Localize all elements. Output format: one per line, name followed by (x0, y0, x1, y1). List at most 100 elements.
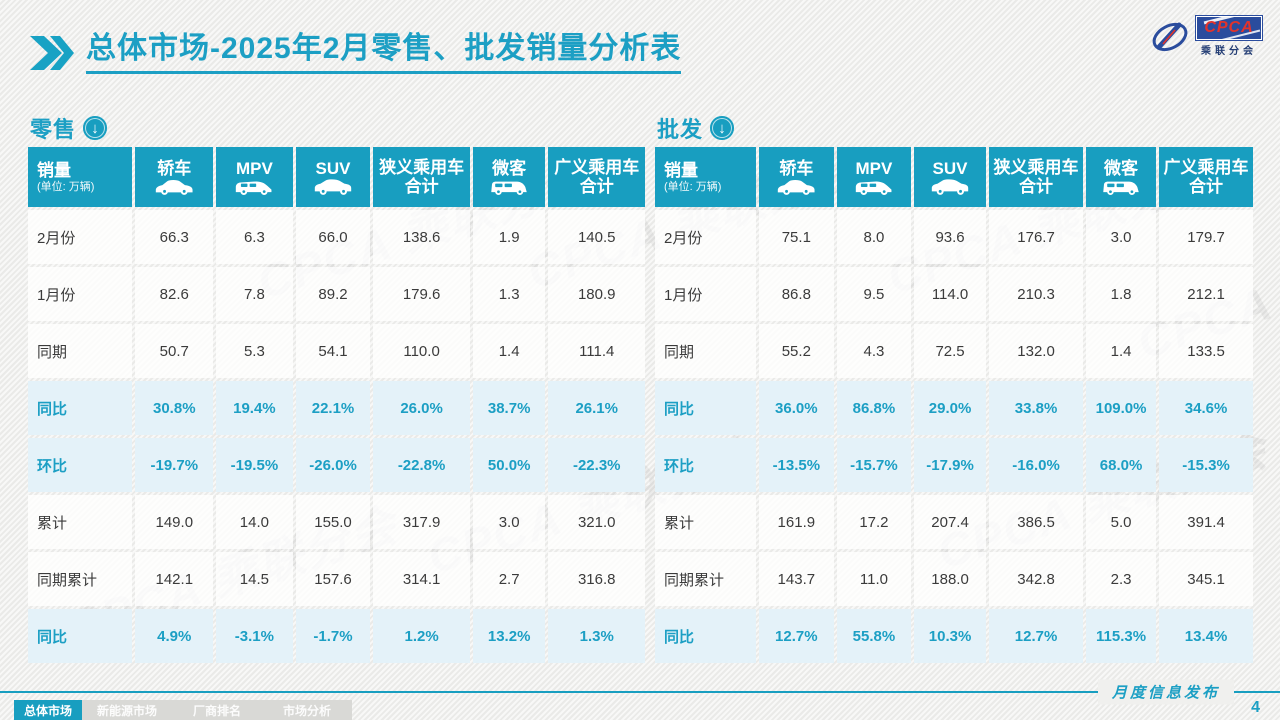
row-label: 2月份 (28, 210, 133, 264)
down-arrow-icon: ↓ (83, 116, 108, 140)
minibus-icon (487, 179, 531, 196)
data-cell: 143.7 (758, 552, 834, 606)
row-label: 累计 (655, 495, 756, 549)
cpca-logo-box: CPCA (1196, 16, 1262, 40)
data-cell: 89.2 (295, 267, 371, 321)
retail-section-head: 零售 ↓ (30, 112, 108, 144)
row-label: 2月份 (655, 210, 756, 264)
footer-tab-0[interactable]: 总体市场 (14, 700, 82, 720)
footer-tab-2[interactable]: 厂商排名 (172, 700, 262, 720)
column-header-4: 微客 (472, 147, 546, 207)
data-cell: -16.0% (989, 438, 1083, 492)
column-header-label: 轿车 (779, 158, 814, 178)
double-chevron-icon (30, 36, 74, 70)
cpca-swoosh-icon (1152, 22, 1188, 51)
column-header-1: MPV (216, 147, 293, 207)
data-cell: 17.2 (836, 495, 911, 549)
data-cell: 14.0 (216, 495, 293, 549)
page-number: 4 (1251, 699, 1260, 716)
data-cell: 1.4 (472, 324, 546, 378)
row-label: 环比 (655, 438, 756, 492)
data-cell: 1.8 (1085, 267, 1157, 321)
sedan-icon (152, 179, 196, 195)
sales-unit-header: 销量 (单位: 万辆) (655, 147, 756, 207)
column-header-label: 狭义乘用车 合计 (993, 157, 1079, 196)
data-cell: 7.8 (216, 267, 293, 321)
column-header-label: MPV (855, 158, 893, 178)
data-cell: -17.9% (913, 438, 987, 492)
row-label: 同期 (655, 324, 756, 378)
row-label: 同比 (28, 381, 133, 435)
data-cell: 5.3 (216, 324, 293, 378)
data-cell: 19.4% (216, 381, 293, 435)
column-header-3: 狭义乘用车 合计 (989, 147, 1083, 207)
data-cell: -15.7% (836, 438, 911, 492)
publication-text: 月度信息发布 (1111, 685, 1220, 702)
data-cell: 188.0 (913, 552, 987, 606)
wholesale-section-title: 批发 (657, 117, 704, 142)
data-cell: 33.8% (989, 381, 1083, 435)
data-cell: 6.3 (216, 210, 293, 264)
row-label: 同期累计 (655, 552, 756, 606)
data-cell: 316.8 (548, 552, 645, 606)
unit-label: (单位: 万辆) (37, 180, 95, 193)
data-cell: 321.0 (548, 495, 645, 549)
data-cell: 111.4 (548, 324, 645, 378)
column-header-5: 广义乘用车 合计 (1159, 147, 1253, 207)
data-cell: 114.0 (913, 267, 987, 321)
row-label: 同比 (28, 609, 133, 663)
data-cell: 342.8 (989, 552, 1083, 606)
data-cell: 4.3 (836, 324, 911, 378)
suv-icon (311, 179, 355, 195)
column-header-label: 微客 (1104, 158, 1139, 178)
data-cell: 109.0% (1085, 381, 1157, 435)
data-cell: 26.0% (373, 381, 470, 435)
data-cell: 140.5 (548, 210, 645, 264)
footer-tab-1[interactable]: 新能源市场 (82, 700, 172, 720)
page-title-rest: -2025年2月零售、批发销量分析表 (210, 32, 682, 65)
data-cell: -19.7% (135, 438, 214, 492)
cpca-logo-subtext: 乘联分会 (1201, 46, 1257, 57)
data-cell: 3.0 (472, 495, 546, 549)
data-cell: 75.1 (758, 210, 834, 264)
data-cell: 157.6 (295, 552, 371, 606)
data-cell: 30.8% (135, 381, 214, 435)
column-header-label: 狭义乘用车 合计 (379, 157, 465, 196)
cpca-logo-text: CPCA 乘联分会 (1196, 16, 1262, 57)
column-header-label: 轿车 (157, 158, 192, 178)
unit-label: (单位: 万辆) (664, 180, 722, 193)
data-cell: 86.8 (758, 267, 834, 321)
data-cell: 132.0 (989, 324, 1083, 378)
column-header-label: 微客 (492, 158, 527, 178)
mpv-icon (852, 179, 896, 196)
row-label: 1月份 (28, 267, 133, 321)
data-cell: 345.1 (1159, 552, 1253, 606)
data-cell: 5.0 (1085, 495, 1157, 549)
data-cell: 36.0% (758, 381, 834, 435)
data-cell: 176.7 (989, 210, 1083, 264)
page-title-prefix: 总体市场 (86, 32, 210, 65)
footer-rule (0, 691, 1280, 693)
column-header-0: 轿车 (135, 147, 214, 207)
data-cell: 180.9 (548, 267, 645, 321)
data-cell: -22.3% (548, 438, 645, 492)
data-cell: 179.7 (1159, 210, 1253, 264)
data-cell: 386.5 (989, 495, 1083, 549)
retail-section-title: 零售 (30, 117, 77, 142)
data-cell: 142.1 (135, 552, 214, 606)
column-header-2: SUV (295, 147, 371, 207)
footer-tab-3[interactable]: 市场分析 (262, 700, 352, 720)
sales-label: 销量 (664, 160, 698, 180)
data-cell: 138.6 (373, 210, 470, 264)
data-cell: 66.3 (135, 210, 214, 264)
data-cell: 2.7 (472, 552, 546, 606)
data-cell: 4.9% (135, 609, 214, 663)
data-cell: -13.5% (758, 438, 834, 492)
data-cell: -26.0% (295, 438, 371, 492)
data-cell: 55.2 (758, 324, 834, 378)
data-cell: 110.0 (373, 324, 470, 378)
data-cell: 93.6 (913, 210, 987, 264)
data-cell: 1.4 (1085, 324, 1157, 378)
cpca-logo: CPCA 乘联分会 (1149, 16, 1262, 57)
